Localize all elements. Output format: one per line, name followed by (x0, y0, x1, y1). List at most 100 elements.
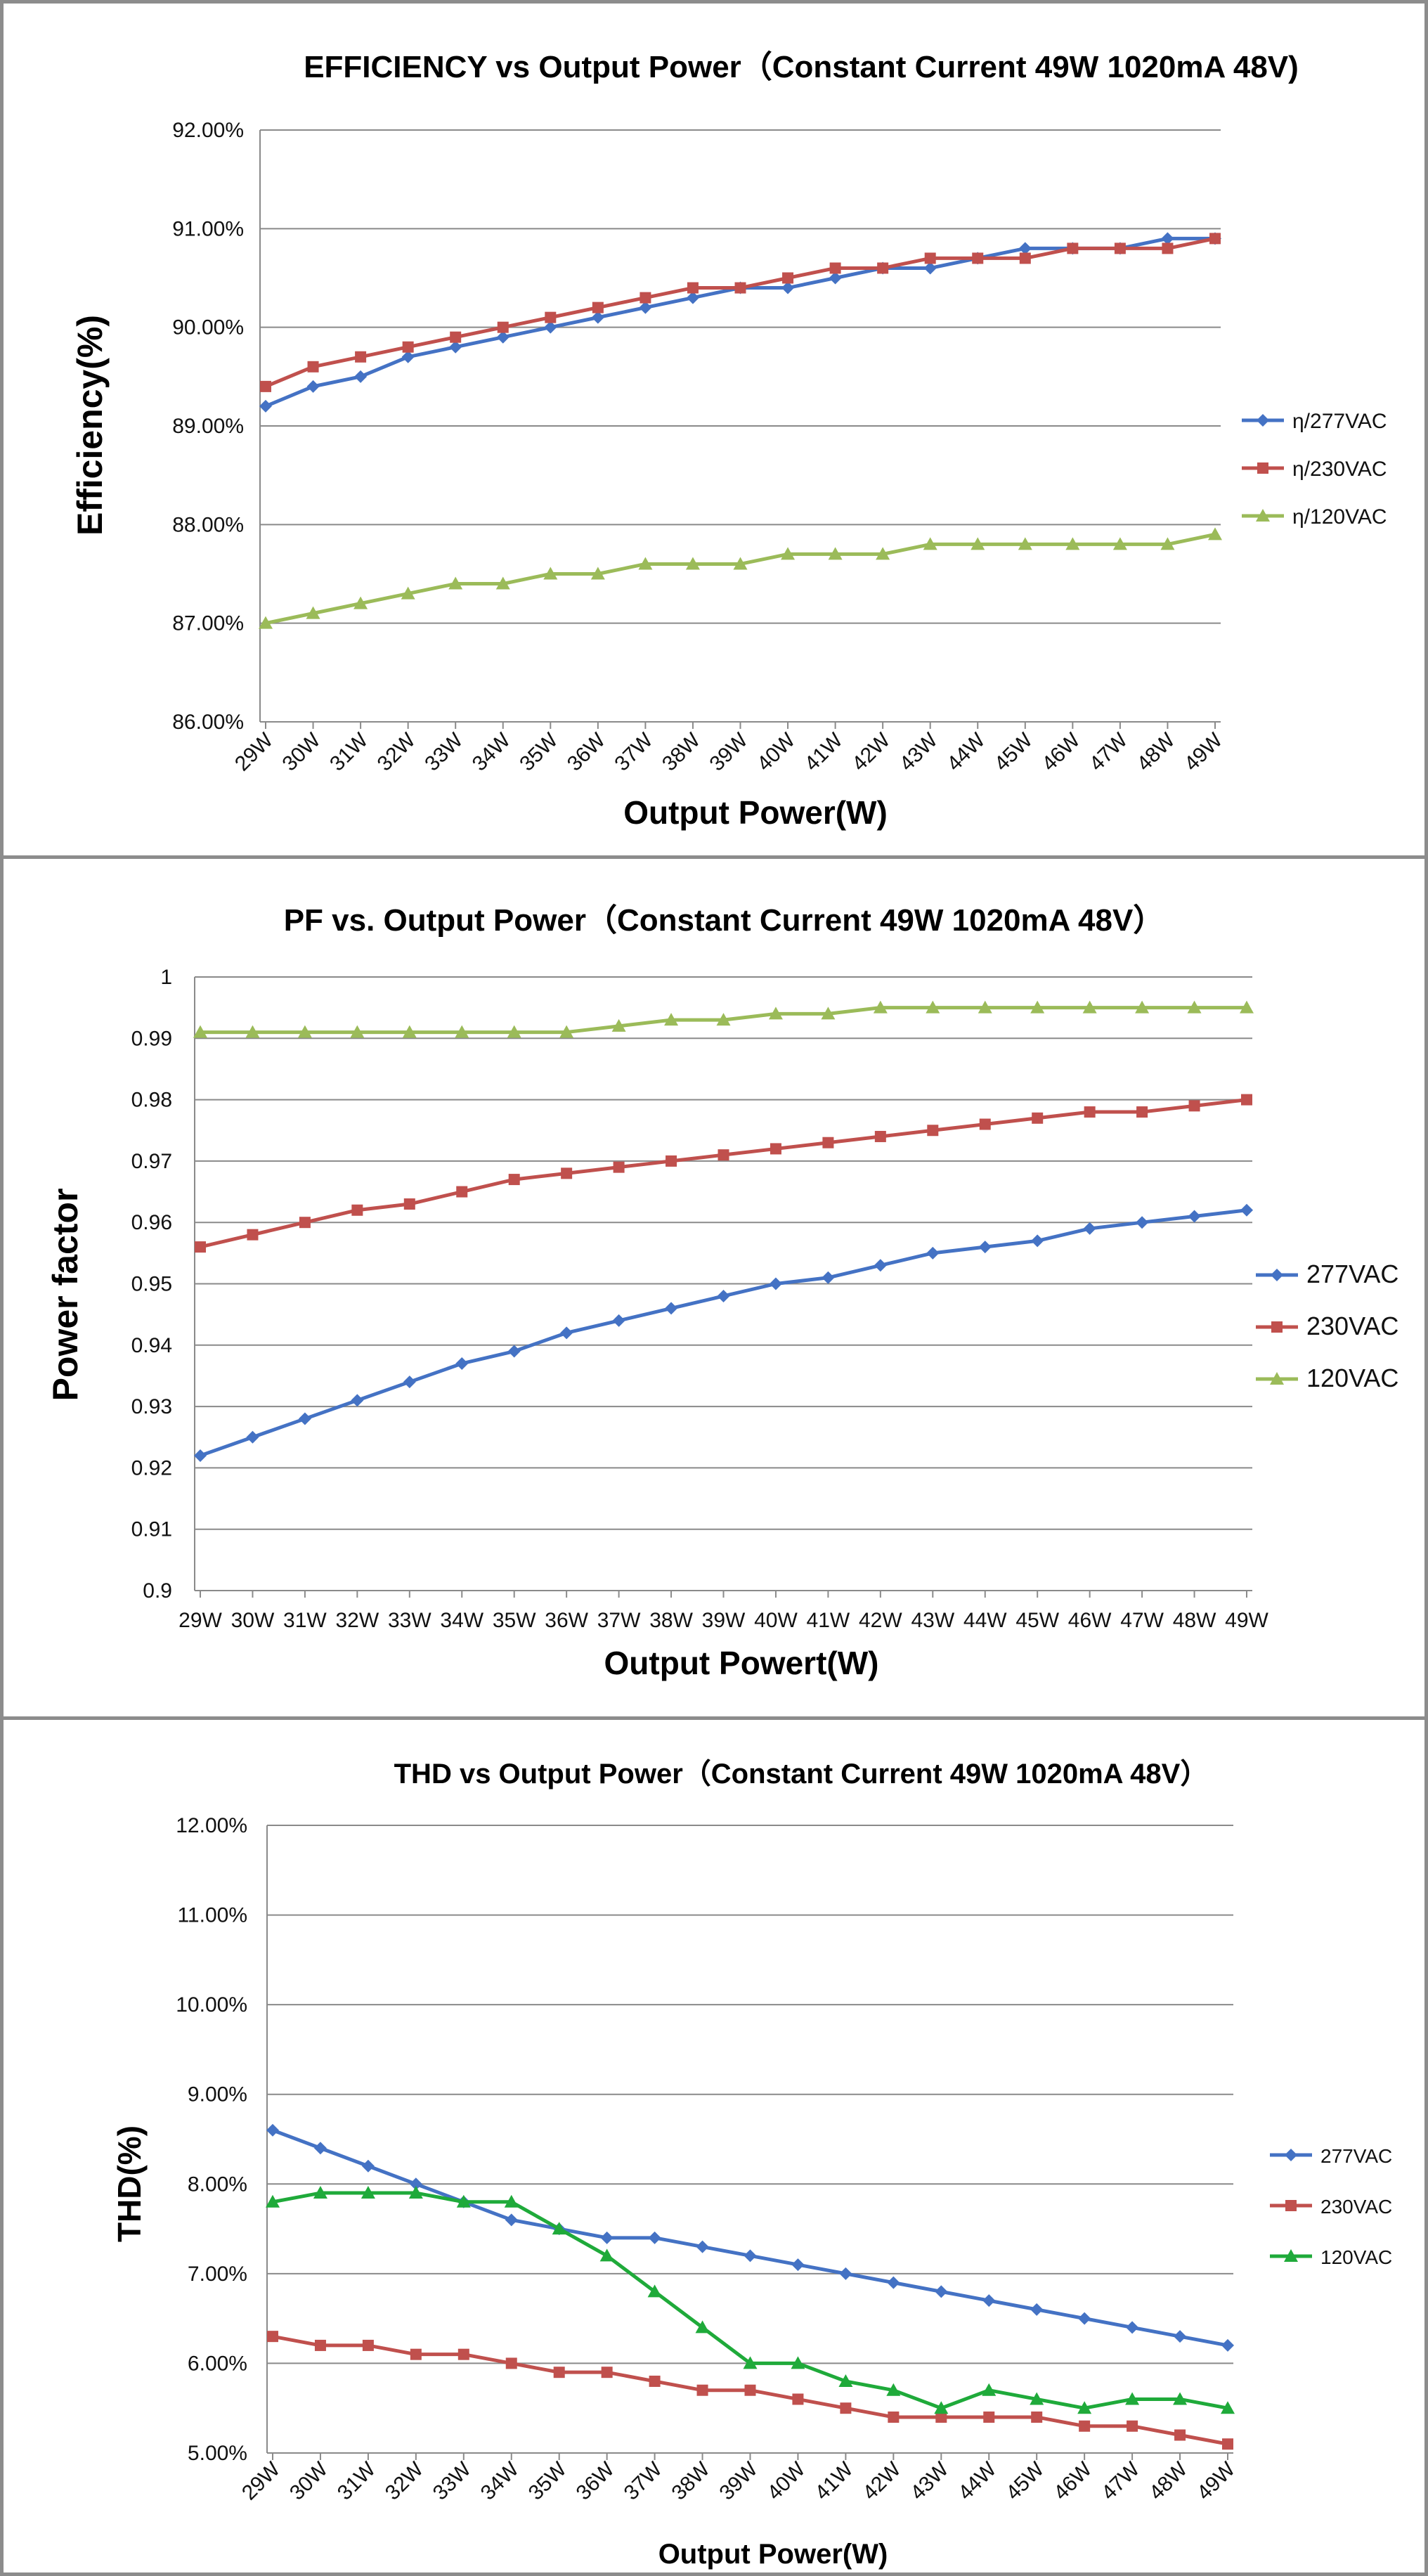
x-tick-label: 47W (1097, 2457, 1144, 2504)
y-tick-label: 5.00% (188, 2442, 247, 2465)
thd-data-point-120vac (743, 2356, 758, 2369)
legend-label: η/230VAC (1292, 458, 1387, 481)
y-tick-label: 0.98 (131, 1089, 172, 1112)
y-tick-label: 89.00% (172, 415, 244, 438)
efficiency-data-point-120vac (259, 616, 273, 629)
y-tick-label: 1 (160, 966, 172, 989)
pf-data-point-277vac (298, 1412, 311, 1425)
thd-data-point-120vac (934, 2401, 949, 2414)
y-tick-label: 12.00% (176, 1814, 247, 1837)
thd-data-point-120vac (552, 2222, 566, 2235)
x-tick-label: 41W (810, 2457, 857, 2504)
thd-data-point-277vac (696, 2240, 709, 2253)
pf-data-point-120vac (455, 1025, 469, 1038)
thd-data-point-120vac (1077, 2401, 1092, 2414)
x-tick-label: 36W (572, 2457, 619, 2504)
pf-data-point-120vac (297, 1025, 312, 1038)
efficiency-chart-panel: EFFICIENCY vs Output Power（Constant Curr… (0, 0, 1428, 859)
pf-data-point-230vac (718, 1149, 729, 1161)
pf-data-point-230vac (247, 1229, 259, 1241)
pf-data-point-120vac (611, 1018, 626, 1032)
x-tick-label: 34W (476, 2457, 524, 2504)
pf-data-point-120vac (507, 1025, 521, 1038)
x-tick-label: 46W (1068, 1609, 1112, 1632)
legend-swatch-marker (1270, 1372, 1284, 1385)
x-tick-label: 30W (278, 728, 325, 775)
pf-data-point-277vac (1188, 1210, 1201, 1223)
x-tick-label: 34W (440, 1609, 483, 1632)
efficiency-data-point-277vac (1161, 232, 1174, 245)
x-tick-label: 40W (754, 1609, 798, 1632)
thd-data-point-230vac (601, 2367, 613, 2378)
x-tick-label: 31W (283, 1609, 327, 1632)
y-tick-label: 10.00% (176, 1993, 247, 2017)
pf-data-point-277vac (665, 1302, 678, 1315)
thd-data-point-230vac (314, 2339, 326, 2351)
efficiency-data-point-277vac (306, 380, 320, 393)
x-tick-label: 33W (388, 1609, 431, 1632)
thd-data-point-277vac (1174, 2330, 1187, 2343)
x-tick-label: 37W (597, 1609, 641, 1632)
efficiency-chart: EFFICIENCY vs Output Power（Constant Curr… (70, 50, 1387, 831)
x-tick-label: 41W (807, 1609, 850, 1632)
efficiency-data-point-120vac (685, 557, 700, 570)
x-tick-label: 32W (373, 728, 420, 775)
pf-data-point-120vac (1240, 1000, 1254, 1014)
pf-data-point-230vac (561, 1167, 573, 1179)
x-tick-label: 34W (468, 728, 515, 775)
thd-data-point-230vac (840, 2402, 852, 2414)
pf-data-point-230vac (666, 1155, 677, 1167)
pf-data-point-277vac (194, 1449, 207, 1462)
x-tick-label: 35W (524, 2457, 571, 2504)
legend-label: 277VAC (1306, 1260, 1398, 1288)
chart-title: EFFICIENCY vs Output Power（Constant Curr… (304, 50, 1299, 84)
efficiency-data-point-277vac (781, 281, 795, 295)
y-axis-title: Power factor (46, 1189, 85, 1402)
thd-data-point-277vac (600, 2231, 614, 2244)
thd-data-point-120vac (1125, 2392, 1140, 2405)
efficiency-data-point-120vac (1208, 527, 1222, 541)
efficiency-data-point-230vac (307, 361, 319, 373)
y-tick-label: 0.93 (131, 1395, 172, 1418)
thd-data-point-230vac (649, 2375, 661, 2387)
y-tick-label: 0.97 (131, 1150, 172, 1173)
efficiency-data-point-230vac (355, 351, 367, 363)
y-tick-label: 88.00% (172, 513, 244, 536)
efficiency-data-point-120vac (733, 557, 748, 570)
x-tick-label: 49W (1180, 728, 1227, 775)
y-tick-label: 0.99 (131, 1027, 172, 1050)
x-tick-label: 42W (858, 2457, 905, 2504)
thd-data-point-277vac (839, 2267, 852, 2280)
chart-title: THD vs Output Power（Constant Current 49W… (394, 1759, 1209, 1789)
x-tick-label: 44W (963, 1609, 1007, 1632)
pf-data-point-230vac (1136, 1106, 1148, 1118)
efficiency-data-point-120vac (1160, 537, 1175, 550)
thd-data-point-230vac (792, 2393, 804, 2405)
pf-data-point-277vac (822, 1271, 835, 1284)
thd-data-point-230vac (457, 2348, 469, 2360)
pf-data-point-230vac (403, 1198, 415, 1210)
efficiency-data-point-120vac (1065, 537, 1080, 550)
pf-data-point-120vac (1082, 1000, 1097, 1014)
x-tick-label: 35W (515, 728, 562, 775)
thd-data-point-230vac (888, 2411, 900, 2423)
pf-data-point-120vac (768, 1007, 783, 1020)
thd-data-point-277vac (887, 2276, 900, 2289)
pf-data-point-230vac (822, 1137, 834, 1148)
x-tick-label: 47W (1085, 728, 1132, 775)
y-tick-label: 91.00% (172, 217, 244, 240)
efficiency-data-point-277vac (923, 261, 937, 275)
thd-data-point-120vac (599, 2248, 614, 2262)
thd-data-point-230vac (410, 2348, 422, 2360)
efficiency-data-point-120vac (590, 567, 605, 580)
pf-data-point-120vac (245, 1025, 260, 1038)
thd-series-line-120vac (272, 2191, 1228, 2410)
pf-data-point-230vac (508, 1174, 520, 1186)
efficiency-data-point-230vac (450, 331, 462, 343)
efficiency-data-point-120vac (543, 567, 558, 580)
efficiency-data-point-230vac (1114, 242, 1126, 254)
x-tick-label: 39W (715, 2457, 762, 2504)
y-tick-label: 7.00% (188, 2263, 247, 2286)
legend-swatch-marker (1271, 1269, 1283, 1281)
x-tick-label: 45W (990, 728, 1037, 775)
